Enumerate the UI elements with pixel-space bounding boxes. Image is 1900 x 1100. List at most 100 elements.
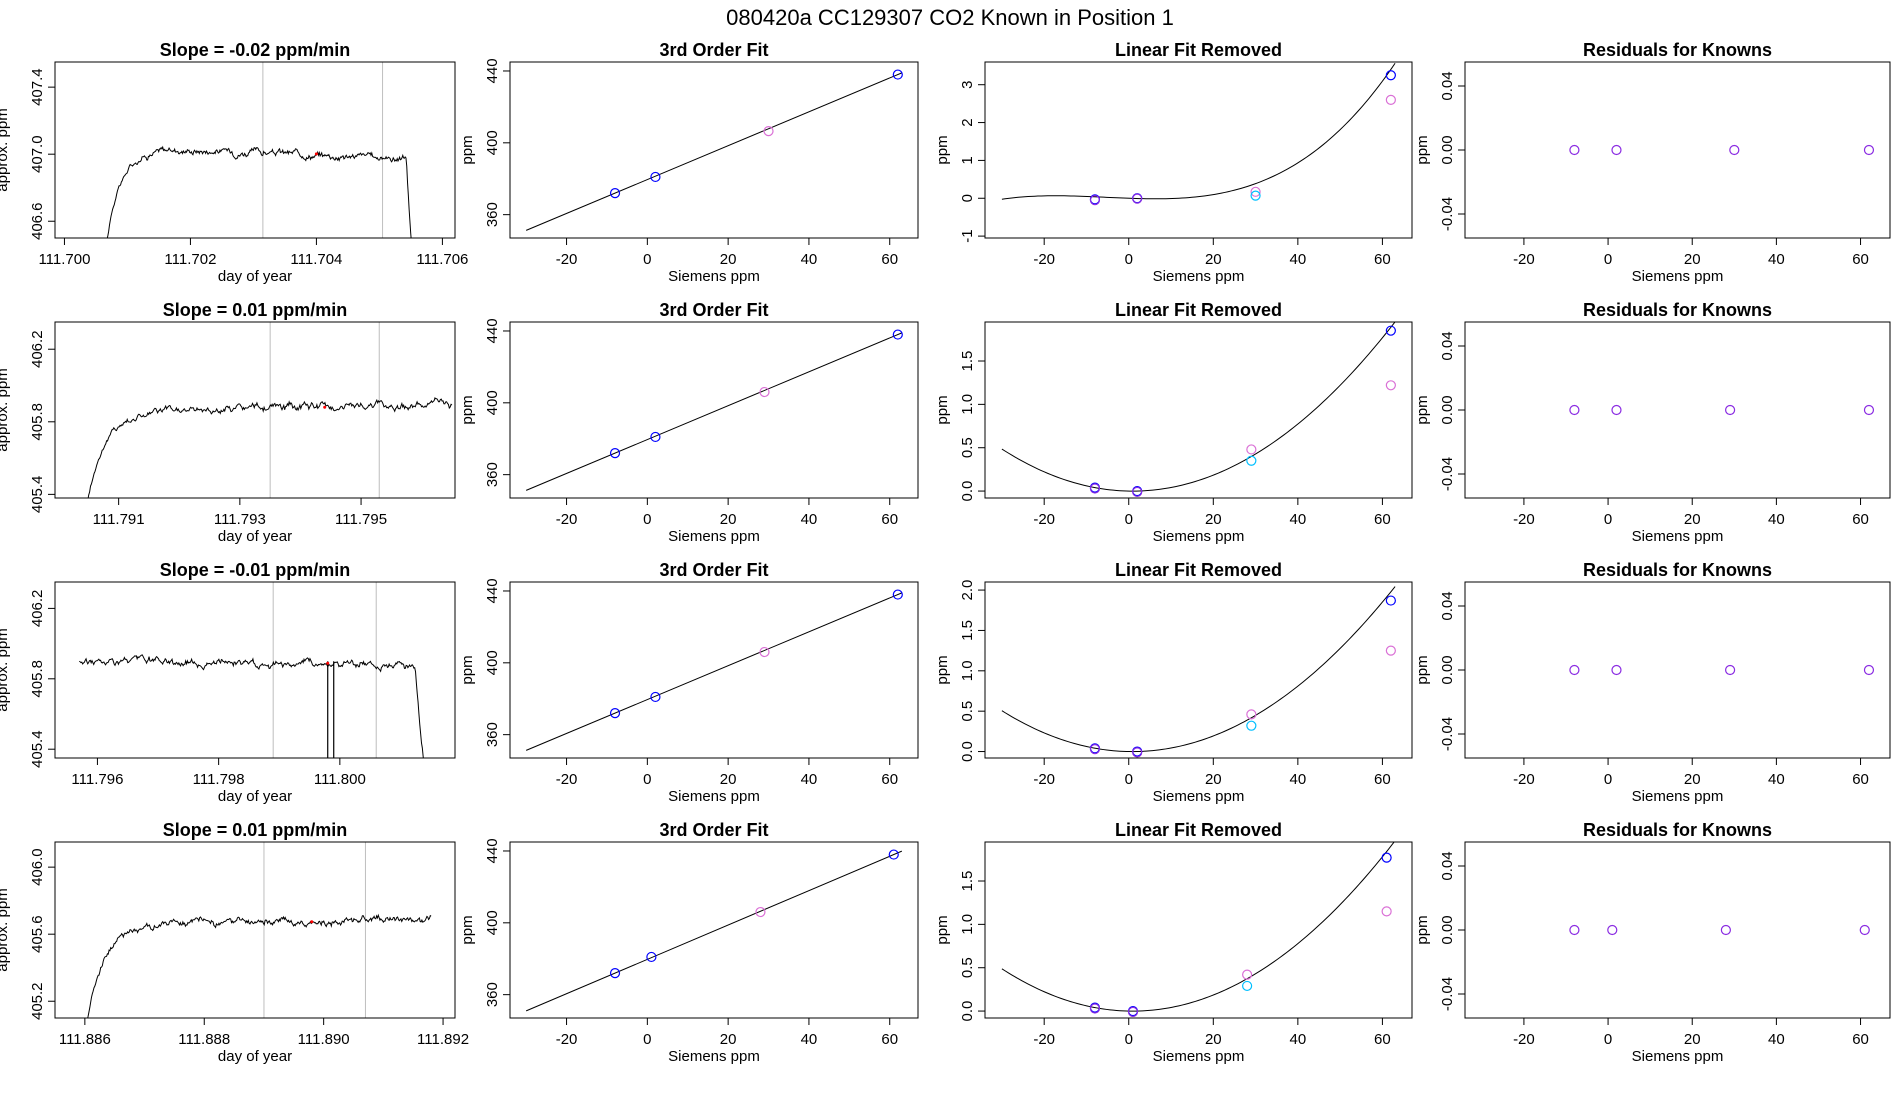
panel-r2-c1: Slope = 0.01 ppm/min 111.791 111.793 111.79… bbox=[0, 300, 456, 545]
plot-area bbox=[1569, 404, 1875, 416]
x-tick-label: 0 bbox=[1604, 251, 1612, 268]
residual-curve bbox=[1001, 322, 1396, 492]
x-tick-label: -20 bbox=[556, 1031, 578, 1048]
x-tick-label: 60 bbox=[1374, 1031, 1391, 1048]
y-tick-label: 405.8 bbox=[29, 660, 46, 698]
plot-area bbox=[525, 589, 903, 751]
y-tick-label: 400 bbox=[484, 390, 501, 415]
y-tick-label: 0.04 bbox=[1439, 591, 1456, 620]
fit-point bbox=[892, 69, 903, 80]
x-tick-label: 60 bbox=[1374, 511, 1391, 528]
y-tick-label: 440 bbox=[484, 58, 501, 83]
y-axis-label: ppm bbox=[934, 135, 951, 164]
fit-point bbox=[650, 691, 661, 703]
x-axis-label: day of year bbox=[218, 1048, 292, 1065]
y-axis-label: approx. ppm bbox=[0, 108, 11, 191]
x-tick-label: -20 bbox=[1033, 771, 1055, 788]
fit-point bbox=[609, 968, 621, 979]
y-tick-label: 2 bbox=[959, 118, 976, 126]
y-axis-label: approx. ppm bbox=[0, 888, 11, 971]
x-tick-label: 20 bbox=[1205, 251, 1222, 268]
y-tick-label: 400 bbox=[484, 910, 501, 935]
y-tick-label: 1 bbox=[959, 156, 976, 164]
fit-point bbox=[609, 708, 621, 719]
plot-frame bbox=[509, 61, 919, 239]
panel-title: Residuals for Knowns bbox=[1583, 40, 1772, 60]
y-tick-label: 0.00 bbox=[1439, 915, 1456, 944]
linear-removed-point bbox=[1385, 70, 1396, 81]
panel-title: Residuals for Knowns bbox=[1583, 560, 1772, 580]
x-tick-label: 0 bbox=[643, 1031, 651, 1048]
plot-area bbox=[1569, 664, 1875, 676]
x-tick-label: 0 bbox=[643, 511, 651, 528]
plot-frame bbox=[54, 61, 456, 239]
x-tick-label: 60 bbox=[1852, 251, 1869, 268]
plot-frame bbox=[1464, 581, 1891, 759]
y-axis-label: ppm bbox=[1414, 655, 1431, 684]
fit-point bbox=[892, 329, 903, 340]
x-axis-label: Siemens ppm bbox=[668, 788, 760, 805]
linear-removed-point bbox=[1246, 455, 1257, 466]
plot-frame bbox=[984, 321, 1413, 499]
y-axis-label: ppm bbox=[1414, 395, 1431, 424]
panel-r1-c3: Linear Fit Removed -20 0 20 40 60 -1 0 1 2 3 Siemen… bbox=[934, 40, 1413, 285]
x-tick-label: 40 bbox=[1290, 1031, 1307, 1048]
fit-point bbox=[650, 431, 661, 443]
fit-point bbox=[609, 448, 621, 459]
mean-marker bbox=[326, 661, 330, 665]
y-tick-label: 1.0 bbox=[959, 394, 976, 415]
x-tick-label: -20 bbox=[1513, 1031, 1535, 1048]
x-tick-label: 60 bbox=[1852, 511, 1869, 528]
y-tick-label: 0.5 bbox=[959, 957, 976, 978]
plot-frame bbox=[1464, 61, 1891, 239]
plot-frame bbox=[54, 321, 456, 499]
y-tick-label: 405.4 bbox=[29, 476, 46, 514]
y-tick-label: -0.04 bbox=[1439, 717, 1456, 751]
x-tick-label: -20 bbox=[556, 251, 578, 268]
panel-title: Linear Fit Removed bbox=[1115, 560, 1282, 580]
residual-point bbox=[1863, 404, 1875, 416]
x-tick-label: 111.890 bbox=[298, 1031, 350, 1048]
x-axis-label: Siemens ppm bbox=[1153, 268, 1245, 285]
x-tick-label: 111.800 bbox=[314, 771, 366, 788]
linear-removed-point bbox=[1246, 444, 1257, 455]
x-tick-label: 20 bbox=[1205, 1031, 1222, 1048]
plot-frame bbox=[54, 841, 456, 1019]
x-tick-label: 40 bbox=[1290, 771, 1307, 788]
x-axis-label: day of year bbox=[218, 268, 292, 285]
x-tick-label: 60 bbox=[1852, 1031, 1869, 1048]
x-tick-label: -20 bbox=[1033, 511, 1055, 528]
timeseries-line bbox=[87, 913, 432, 1018]
plot-area bbox=[525, 849, 903, 1012]
panel-title: Linear Fit Removed bbox=[1115, 40, 1282, 60]
x-tick-label: 40 bbox=[801, 511, 818, 528]
x-tick-label: -20 bbox=[556, 511, 578, 528]
residual-point bbox=[1569, 144, 1580, 156]
residual-point bbox=[1611, 664, 1622, 676]
x-tick-label: 111.706 bbox=[416, 251, 468, 268]
fit-line bbox=[525, 592, 903, 751]
y-tick-label: 440 bbox=[484, 318, 501, 343]
plot-area bbox=[525, 69, 903, 231]
plot-frame bbox=[1464, 321, 1891, 499]
panel-r4-c2: 3rd Order Fit -20 0 20 40 60 360 400 440 Siemens … bbox=[459, 820, 919, 1065]
panel-r2-c2: 3rd Order Fit -20 0 20 40 60 360 400 440 Siemens … bbox=[459, 300, 919, 545]
linear-removed-point bbox=[1381, 852, 1392, 863]
panel-title: Residuals for Knowns bbox=[1583, 820, 1772, 840]
residual-point bbox=[1569, 924, 1580, 936]
x-tick-label: -20 bbox=[1033, 251, 1055, 268]
panel-r2-c4: Residuals for Knowns -20 0 20 40 60 -0.04 0.00 0… bbox=[1414, 300, 1891, 545]
panel-title: Slope = 0.01 ppm/min bbox=[163, 300, 348, 320]
plot-area bbox=[1001, 322, 1396, 498]
panel-r2-c3: Linear Fit Removed -20 0 20 40 60 0.0 0.5 1.0 1.5… bbox=[934, 300, 1413, 545]
y-axis-label: ppm bbox=[934, 915, 951, 944]
x-tick-label: 0 bbox=[1125, 251, 1133, 268]
y-tick-label: 406.6 bbox=[29, 202, 46, 240]
residual-point bbox=[1569, 404, 1580, 416]
plot-area bbox=[1569, 144, 1875, 156]
plot-frame bbox=[984, 61, 1413, 239]
y-tick-label: 1.5 bbox=[959, 871, 976, 892]
y-axis-label: ppm bbox=[1414, 915, 1431, 944]
linear-removed-point bbox=[1089, 483, 1101, 494]
y-tick-label: 407.4 bbox=[29, 68, 46, 106]
